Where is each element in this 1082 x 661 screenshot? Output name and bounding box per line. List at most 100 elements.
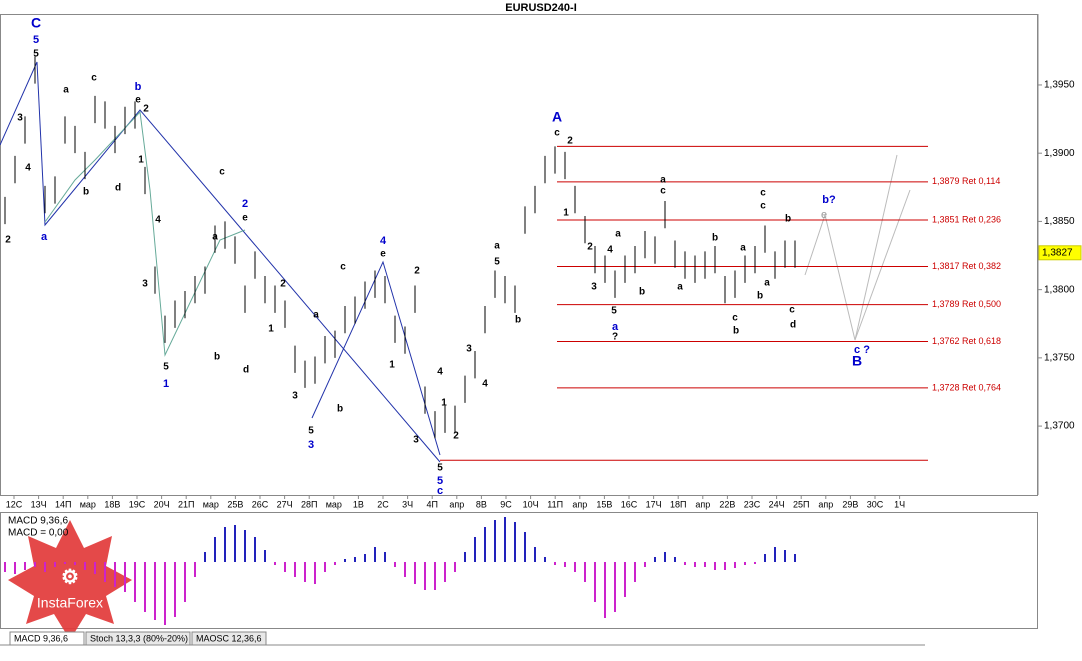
wave-label: A: [552, 109, 562, 125]
wave-label: a: [63, 85, 69, 96]
wave-label: c: [340, 262, 346, 273]
wave-label: 2: [5, 235, 11, 246]
wave-label: 2: [587, 242, 593, 253]
x-tick-label: 14П: [55, 499, 71, 509]
wave-label: b: [712, 233, 718, 244]
x-tick-label: 17Ч: [646, 499, 662, 509]
fib-label: 1,3789 Ret 0,500: [932, 299, 1001, 309]
wave-label: c: [760, 188, 766, 199]
wave-label: b: [135, 81, 142, 93]
wave-label: a: [740, 243, 746, 254]
x-tick-label: 11П: [547, 499, 563, 509]
macd-name: MACD 9,36,6: [8, 516, 68, 527]
wave-label: 1: [163, 378, 169, 390]
fib-label: 1,3817 Ret 0,382: [932, 261, 1001, 271]
wave-label: c ?: [854, 344, 870, 356]
y-tick-label: 1,3850: [1044, 216, 1075, 227]
wave-label: 2: [280, 279, 286, 290]
wave-label: 3: [413, 435, 419, 446]
wave-label: 1: [563, 208, 569, 219]
x-tick-label: мар: [326, 499, 342, 509]
wave-label: a: [677, 282, 683, 293]
fib-label: 1,3879 Ret 0,114: [932, 176, 1000, 186]
x-tick-label: 13Ч: [31, 499, 47, 509]
wave-label: b: [733, 326, 739, 337]
chart-title: EURUSD240-I: [505, 2, 577, 14]
wave-label: 3: [142, 279, 148, 290]
wave-label: 4: [155, 215, 161, 226]
x-tick-label: 15В: [596, 499, 612, 509]
x-tick-label: 21П: [178, 499, 194, 509]
x-tick-label: 22В: [719, 499, 735, 509]
wave-label: 4: [25, 163, 31, 174]
wave-label: e: [821, 209, 827, 221]
wave-label: 4: [482, 379, 488, 390]
wave-label: 1: [389, 360, 395, 371]
wave-label: c: [91, 73, 97, 84]
wave-label: 3: [466, 344, 472, 355]
wave-label: 5: [437, 463, 443, 474]
wave-label: b: [757, 291, 763, 302]
wave-label: d: [115, 183, 121, 194]
wave-label: d: [243, 365, 249, 376]
wave-label: e: [135, 95, 141, 106]
wave-label: 5: [33, 49, 39, 60]
x-tick-label: 9С: [500, 499, 512, 509]
wave-label: a: [313, 310, 319, 321]
wave-label: ?: [612, 332, 618, 343]
fib-label: 1,3728 Ret 0,764: [932, 382, 1001, 392]
wave-label: a: [612, 321, 619, 333]
wave-label: a: [494, 241, 500, 252]
wave-label: a: [212, 232, 218, 243]
wave-label: b: [214, 352, 220, 363]
x-tick-label: 10Ч: [523, 499, 539, 509]
x-tick-label: апр: [449, 499, 464, 509]
wave-label: B: [852, 353, 862, 369]
x-tick-label: 19С: [129, 499, 146, 509]
x-tick-label: 3Ч: [402, 499, 413, 509]
current-price-label: 1,3827: [1042, 247, 1073, 258]
y-tick-label: 1,3700: [1044, 421, 1075, 432]
x-tick-label: 1Ч: [894, 499, 905, 509]
x-tick-label: 1В: [353, 499, 364, 509]
macd-frame: [0, 512, 1038, 629]
wave-label: 2: [567, 136, 573, 147]
tab-label: MAOSC 12,36,6: [196, 633, 262, 643]
fib-label: 1,3762 Ret 0,618: [932, 336, 1001, 346]
wave-label: d: [790, 320, 796, 331]
logo: InstaForex ⚙: [8, 520, 132, 640]
wave-label: a: [615, 229, 621, 240]
x-tick-label: 12С: [6, 499, 23, 509]
wave-label: 2: [414, 266, 420, 277]
x-tick-label: 25В: [227, 499, 243, 509]
x-tick-label: мар: [80, 499, 96, 509]
tab-label: Stoch 13,3,3 (80%-20%): [90, 633, 188, 643]
wave-label: c: [554, 128, 560, 139]
tab-label: MACD 9,36,6: [14, 633, 68, 643]
x-tick-label: 23С: [744, 499, 761, 509]
wave-label: 1: [441, 398, 447, 409]
wave-label: 3: [308, 439, 314, 451]
wave-label: 5: [308, 426, 314, 437]
wave-label: b: [337, 404, 343, 415]
wave-label: 1: [268, 324, 274, 335]
x-tick-label: 27Ч: [277, 499, 293, 509]
logo-badge: [8, 520, 132, 640]
wave-label: 4: [607, 245, 613, 256]
x-tick-label: мар: [203, 499, 219, 509]
x-tick-label: 24Ч: [769, 499, 785, 509]
x-tick-label: 8В: [476, 499, 487, 509]
x-tick-label: 28П: [301, 499, 317, 509]
projection-line: [854, 189, 911, 341]
y-tick-label: 1,3800: [1044, 284, 1075, 295]
wave-label: c: [732, 313, 738, 324]
macd-value: MACD = 0,00: [8, 528, 69, 539]
fib-label: 1,3851 Ret 0,236: [932, 214, 1001, 224]
y-tick-label: 1,3900: [1044, 148, 1075, 159]
y-tick-label: 1,3750: [1044, 353, 1075, 364]
x-tick-label: 18В: [104, 499, 120, 509]
wave-label: 5: [494, 257, 500, 268]
wave-label: 2: [143, 104, 149, 115]
current-price-box: [1038, 245, 1082, 261]
